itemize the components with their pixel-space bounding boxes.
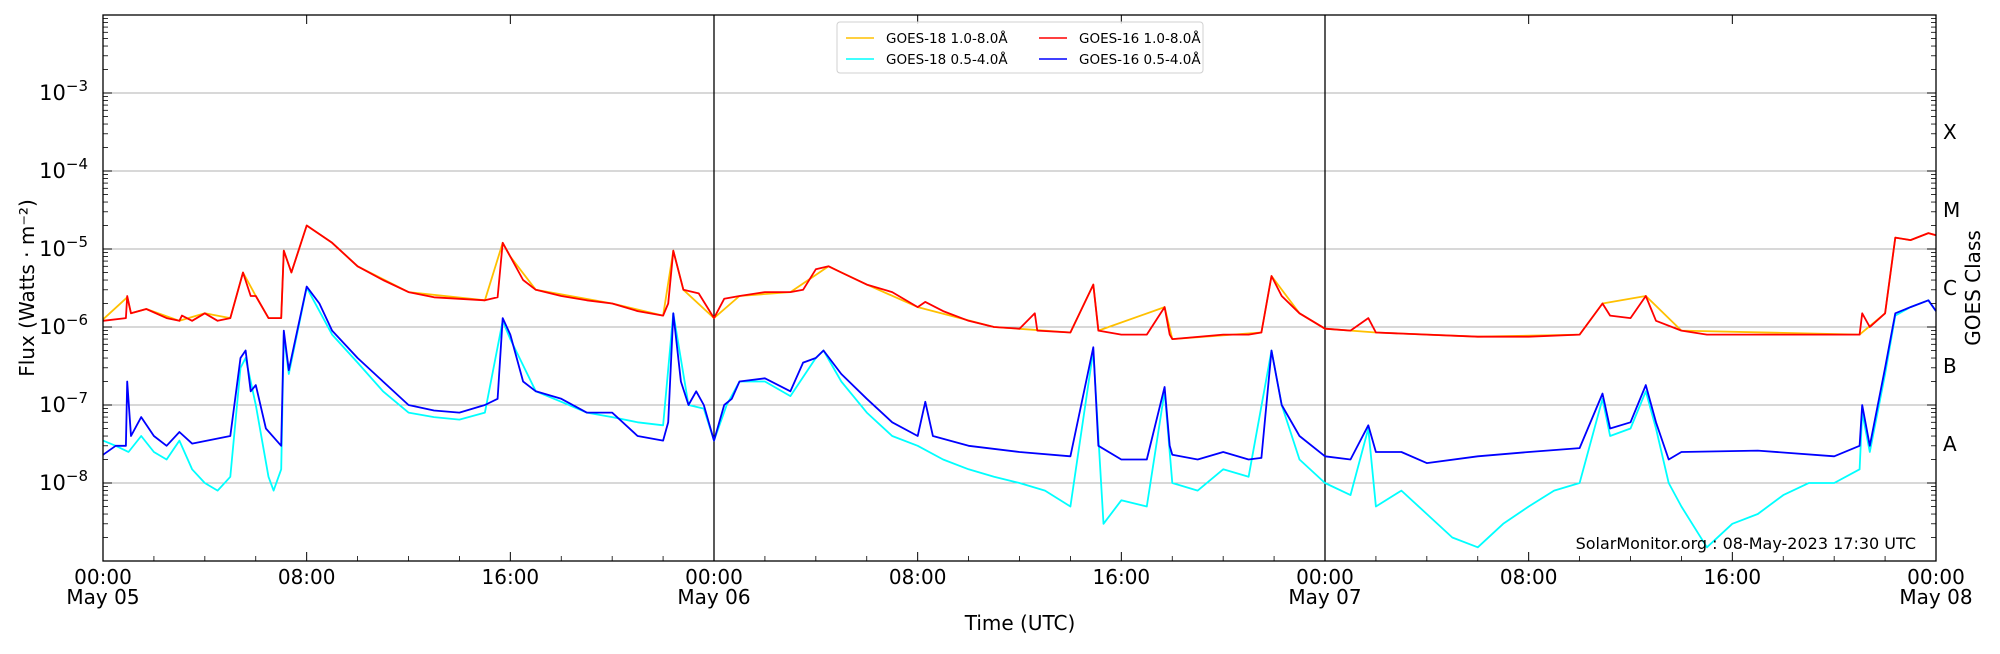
x-tick-date: May 08 bbox=[1899, 585, 1972, 609]
goes-class-label: X bbox=[1943, 120, 1957, 144]
y-tick-exponent: −8 bbox=[66, 467, 88, 485]
watermark: SolarMonitor.org : 08-May-2023 17:30 UTC bbox=[1576, 534, 1916, 553]
x-tick-time: 08:00 bbox=[1500, 565, 1558, 589]
x-axis-label: Time (UTC) bbox=[964, 611, 1076, 635]
series-lines bbox=[102, 224, 1937, 549]
y-axis-label: Flux (Watts · m⁻²) bbox=[15, 199, 39, 377]
x-tick-time: 08:00 bbox=[889, 565, 947, 589]
legend-label: GOES-16 1.0-8.0Å bbox=[1079, 30, 1201, 47]
y-tick-base: 10 bbox=[39, 159, 66, 183]
legend: GOES-18 1.0-8.0Å GOES-18 0.5-4.0Å GOES-16 … bbox=[836, 21, 1204, 74]
x-tick-time: 16:00 bbox=[1093, 565, 1151, 589]
y-tick-label: 10−8 bbox=[39, 467, 88, 495]
y-tick-label: 10−4 bbox=[39, 155, 88, 183]
y-tick-exponent: −5 bbox=[66, 233, 88, 251]
series-line bbox=[102, 285, 1937, 464]
goes-class-label: A bbox=[1943, 432, 1957, 456]
goes-class-label: M bbox=[1943, 198, 1960, 222]
y-tick-label: 10−7 bbox=[39, 389, 88, 417]
y-tick-exponent: −6 bbox=[66, 311, 88, 329]
series-line bbox=[102, 224, 1937, 340]
y-tick-base: 10 bbox=[39, 393, 66, 417]
x-tick-time: 00:00 bbox=[1907, 565, 1965, 589]
x-tick-time: 00:00 bbox=[1296, 565, 1354, 589]
y-tick-exponent: −4 bbox=[66, 155, 88, 173]
y-tick-label: 10−6 bbox=[39, 311, 88, 339]
y-tick-base: 10 bbox=[39, 315, 66, 339]
x-tick-time: 08:00 bbox=[278, 565, 336, 589]
legend-box bbox=[836, 21, 1204, 74]
y-tick-base: 10 bbox=[39, 81, 66, 105]
y-tick-base: 10 bbox=[39, 471, 66, 495]
x-tick-date: May 06 bbox=[677, 585, 750, 609]
legend-label: GOES-18 1.0-8.0Å bbox=[886, 30, 1008, 47]
x-tick-time: 16:00 bbox=[1704, 565, 1762, 589]
plot-frame bbox=[102, 14, 1937, 562]
x-tick-date: May 07 bbox=[1288, 585, 1361, 609]
y-tick-exponent: −3 bbox=[66, 77, 88, 95]
y-tick-base: 10 bbox=[39, 237, 66, 261]
right-axis-label: GOES Class bbox=[1961, 230, 1985, 346]
legend-label: GOES-18 0.5-4.0Å bbox=[886, 51, 1008, 68]
legend-label: GOES-16 0.5-4.0Å bbox=[1079, 51, 1201, 68]
y-tick-label: 10−3 bbox=[39, 77, 88, 105]
x-tick-time: 00:00 bbox=[685, 565, 743, 589]
y-tick-label: 10−5 bbox=[39, 233, 88, 261]
goes-class-label: B bbox=[1943, 354, 1957, 378]
grid-lines bbox=[103, 15, 1936, 561]
goes-class-label: C bbox=[1943, 276, 1957, 300]
y-tick-exponent: −7 bbox=[66, 389, 88, 407]
x-tick-time: 16:00 bbox=[482, 565, 540, 589]
x-tick-time: 00:00 bbox=[74, 565, 132, 589]
x-tick-date: May 05 bbox=[66, 585, 139, 609]
